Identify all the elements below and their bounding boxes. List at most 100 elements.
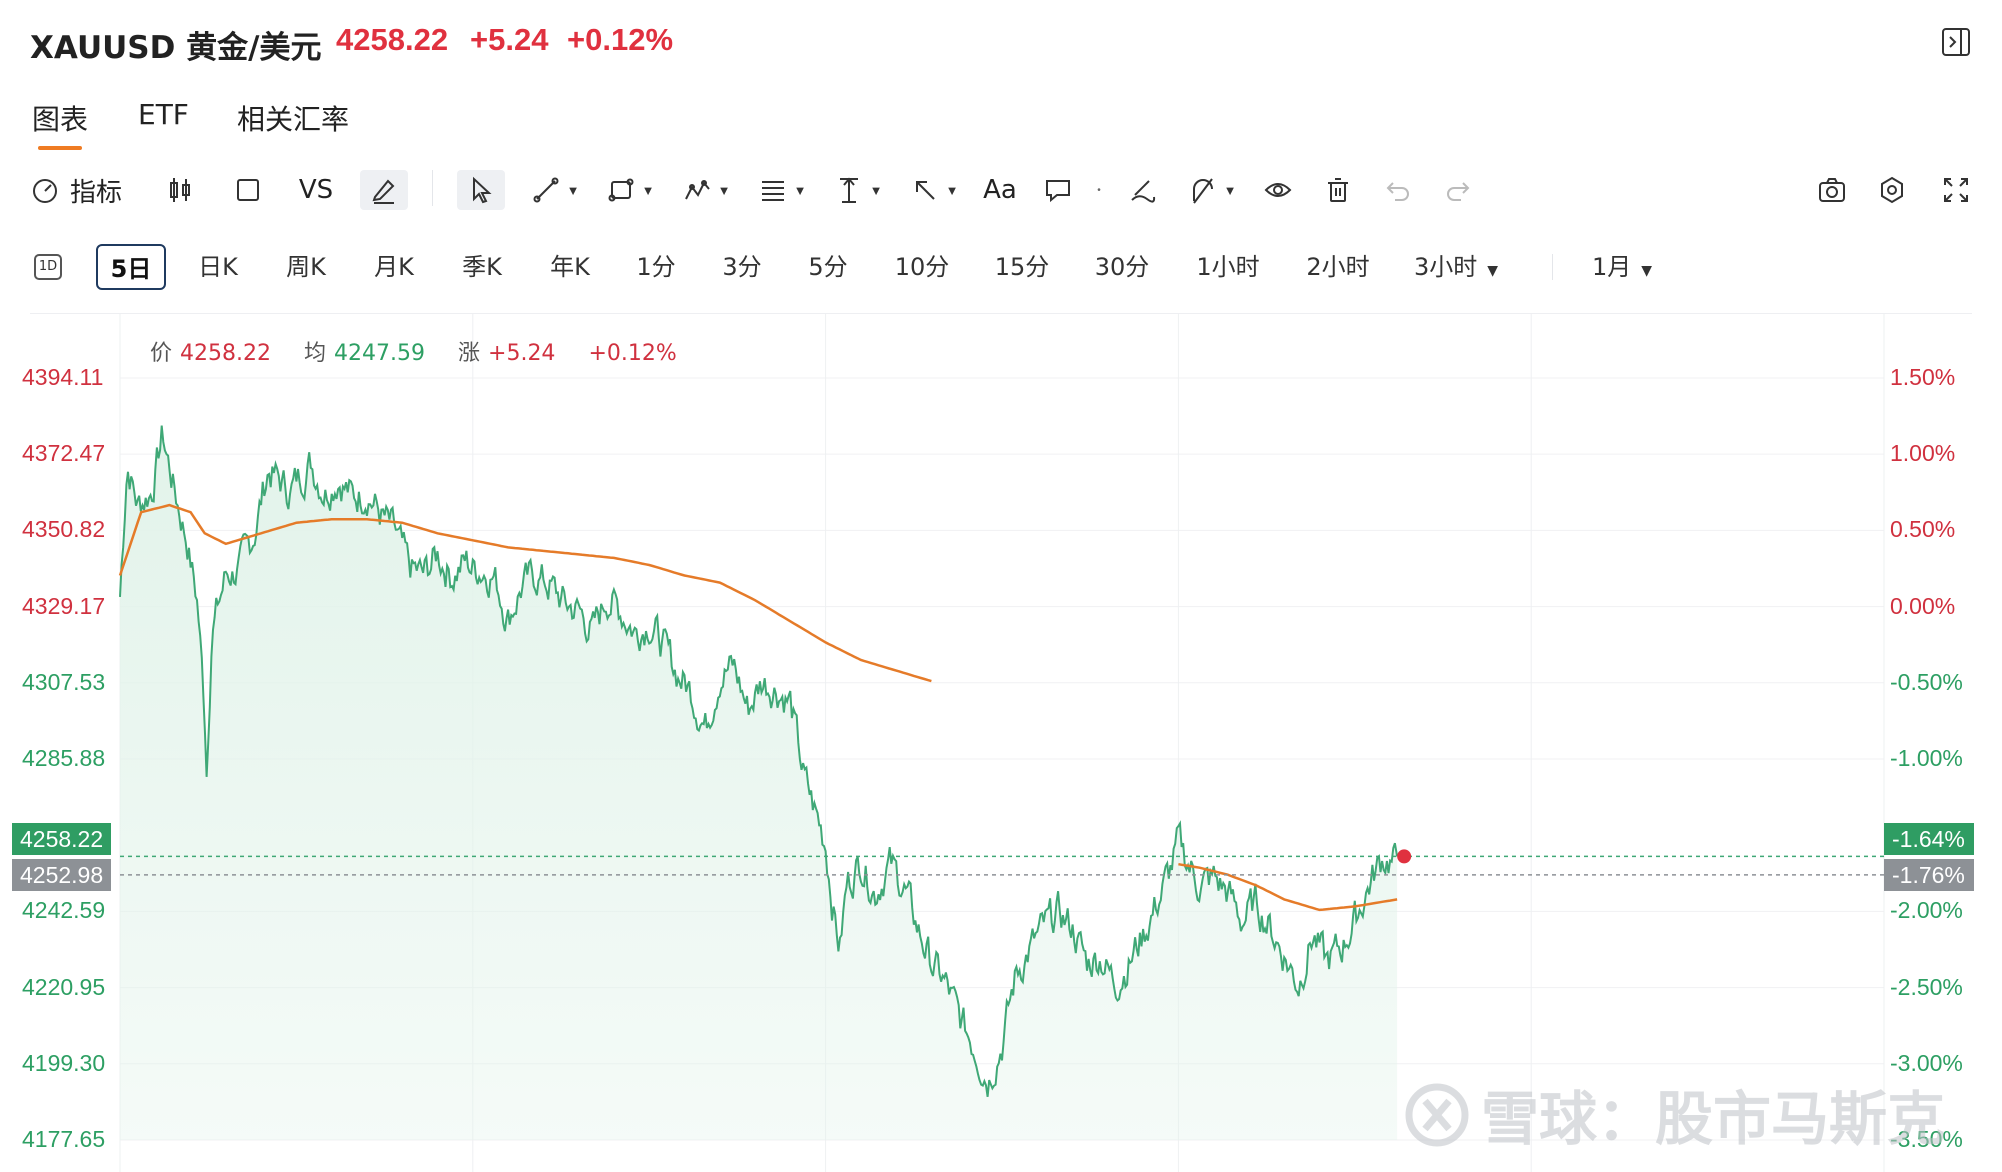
- y-axis-label-left: 4372.47: [22, 440, 106, 467]
- day-mode-icon[interactable]: 1D: [34, 254, 62, 280]
- fib-tool-icon: [761, 181, 784, 201]
- y-axis-label-left: 4329.17: [22, 592, 106, 619]
- candlestick-icon: [170, 178, 190, 202]
- compare-button[interactable]: VS: [296, 170, 336, 210]
- y-axis-label-left: 4307.53: [22, 668, 106, 695]
- pen-icon: [372, 179, 395, 204]
- period-5d[interactable]: 5日: [96, 244, 166, 290]
- period-3min[interactable]: 3分: [722, 253, 762, 281]
- current-price-dot: [1397, 849, 1412, 864]
- period-2hour[interactable]: 2小时: [1306, 253, 1370, 281]
- separator-dot: •: [1097, 184, 1101, 196]
- y-axis-label-right: 1.00%: [1890, 440, 1956, 467]
- tab-etf[interactable]: ETF: [138, 98, 189, 131]
- header: XAUUSD 黄金/美元 4258.22 +5.24 +0.12%: [0, 0, 2002, 90]
- collapse-panel-icon: [1942, 28, 1970, 56]
- period-15min[interactable]: 15分: [994, 253, 1050, 281]
- chart-type-button[interactable]: [162, 170, 198, 210]
- measure-tool-button[interactable]: ▼: [830, 170, 886, 210]
- y-axis-label-left: 4199.30: [22, 1049, 106, 1076]
- toolbar-divider: [432, 170, 433, 206]
- period-1hour[interactable]: 1小时: [1196, 253, 1260, 281]
- current-price: 4258.22: [336, 22, 449, 57]
- period-daily[interactable]: 日K: [198, 253, 238, 281]
- fullscreen-icon: [1944, 178, 1968, 202]
- active-tab-indicator: [38, 146, 82, 150]
- shape-tool-button[interactable]: ▼: [602, 170, 658, 210]
- period-3hour-label: 3小时: [1414, 253, 1478, 281]
- period-30min[interactable]: 30分: [1094, 253, 1150, 281]
- xueqiu-logo-icon: [1405, 1083, 1469, 1147]
- gauge-icon: [33, 179, 57, 203]
- y-axis-label-left: 4177.65: [22, 1126, 106, 1152]
- camera-icon: [1819, 178, 1845, 202]
- watermark-text: 雪球：股市马斯克: [1481, 1085, 1946, 1153]
- pattern-tool-icon: [684, 180, 710, 200]
- period-weekly[interactable]: 周K: [286, 253, 326, 281]
- pattern-tool-button[interactable]: ▼: [678, 170, 734, 210]
- redo-icon: [1447, 182, 1470, 201]
- trash-icon: [1328, 178, 1348, 202]
- period-1min[interactable]: 1分: [636, 253, 676, 281]
- y-axis-label-right: 0.00%: [1890, 592, 1956, 619]
- chevron-down-icon: ▼: [1487, 263, 1499, 279]
- delete-drawings-button[interactable]: [1320, 170, 1356, 210]
- period-divider: [1552, 254, 1553, 280]
- undo-button[interactable]: [1380, 170, 1416, 210]
- arrow-tool-button[interactable]: ▼: [906, 170, 962, 210]
- text-tool-icon: Aa: [983, 175, 1017, 205]
- y-axis-label-right: -2.00%: [1890, 897, 1963, 924]
- chevron-down-icon: ▼: [793, 182, 807, 198]
- chart-legend: 价 4258.22 均 4247.59 涨 +5.24 +0.12%: [150, 335, 703, 367]
- settings-button[interactable]: [1874, 170, 1910, 210]
- instrument-title: XAUUSD 黄金/美元: [30, 30, 322, 66]
- y-axis-label-left: 4242.59: [22, 897, 106, 924]
- chevron-down-icon: ▼: [945, 182, 959, 198]
- compare-label: VS: [298, 175, 334, 205]
- tab-chart[interactable]: 图表: [32, 103, 89, 136]
- comment-tool-button[interactable]: [1040, 170, 1076, 210]
- period-selector: 1D 5日 日K 周K 月K 季K 年K 1分 3分 5分 10分 15分 30…: [0, 244, 2002, 296]
- price-change-pct: +0.12%: [567, 22, 674, 57]
- text-tool-button[interactable]: Aa: [982, 170, 1018, 210]
- period-1month-dropdown[interactable]: 1月 ▼: [1592, 244, 1672, 290]
- fib-tool-button[interactable]: ▼: [754, 170, 810, 210]
- layout-button[interactable]: [230, 170, 266, 210]
- collapse-panel-button[interactable]: [1940, 26, 1972, 58]
- y-axis-label-right: 1.50%: [1890, 364, 1956, 390]
- legend-avg-key: 均: [304, 341, 327, 366]
- period-quarterly[interactable]: 季K: [462, 253, 502, 281]
- price-change: +5.24: [470, 22, 549, 57]
- draw-mode-button[interactable]: [360, 170, 408, 210]
- chevron-down-icon: ▼: [641, 182, 655, 198]
- cursor-tool-button[interactable]: [457, 170, 505, 210]
- period-yearly[interactable]: 年K: [550, 253, 590, 281]
- chevron-down-icon: ▼: [1641, 263, 1653, 279]
- brush-tool-button[interactable]: [1124, 170, 1160, 210]
- comment-icon: [1046, 180, 1070, 203]
- y-axis-label-left: 4350.82: [22, 516, 106, 543]
- redo-button[interactable]: [1440, 170, 1476, 210]
- current-pct-tag-right: -1.64%: [1884, 823, 1974, 855]
- y-axis-label-left: 4220.95: [22, 973, 106, 1000]
- y-axis-label-right: -3.50%: [1890, 1126, 1963, 1152]
- period-monthly[interactable]: 月K: [374, 253, 414, 281]
- y-axis-label-right: -0.50%: [1890, 668, 1963, 695]
- visibility-toggle-button[interactable]: [1260, 170, 1296, 210]
- indicator-button[interactable]: 指标: [30, 170, 124, 210]
- indicator-label: 指标: [70, 177, 123, 208]
- period-10min[interactable]: 10分: [894, 253, 950, 281]
- chevron-down-icon: ▼: [717, 182, 731, 198]
- line-tool-button[interactable]: ▼: [527, 170, 583, 210]
- period-5min[interactable]: 5分: [808, 253, 848, 281]
- screenshot-button[interactable]: [1814, 170, 1850, 210]
- y-axis-label-right: 0.50%: [1890, 516, 1956, 543]
- magnet-tool-button[interactable]: ▼: [1184, 170, 1240, 210]
- average-line-segment: [118, 503, 932, 683]
- fullscreen-button[interactable]: [1938, 170, 1974, 210]
- period-3hour-dropdown[interactable]: 3小时 ▼: [1414, 244, 1514, 290]
- tab-related-fx[interactable]: 相关汇率: [237, 103, 350, 136]
- period-1month-label: 1月: [1592, 253, 1632, 281]
- watermark: 雪球：股市马斯克: [1405, 1072, 1945, 1156]
